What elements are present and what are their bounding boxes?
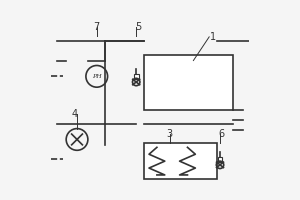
Text: 1: 1 (210, 32, 216, 42)
FancyBboxPatch shape (144, 55, 233, 110)
Text: PH: PH (92, 74, 102, 79)
FancyBboxPatch shape (144, 143, 217, 179)
Text: 6: 6 (218, 129, 224, 139)
Text: 7: 7 (94, 22, 100, 32)
Text: 4: 4 (72, 109, 78, 119)
Bar (218, 157, 223, 162)
Text: 3: 3 (167, 129, 173, 139)
Bar (134, 74, 139, 79)
Text: 5: 5 (135, 22, 141, 32)
